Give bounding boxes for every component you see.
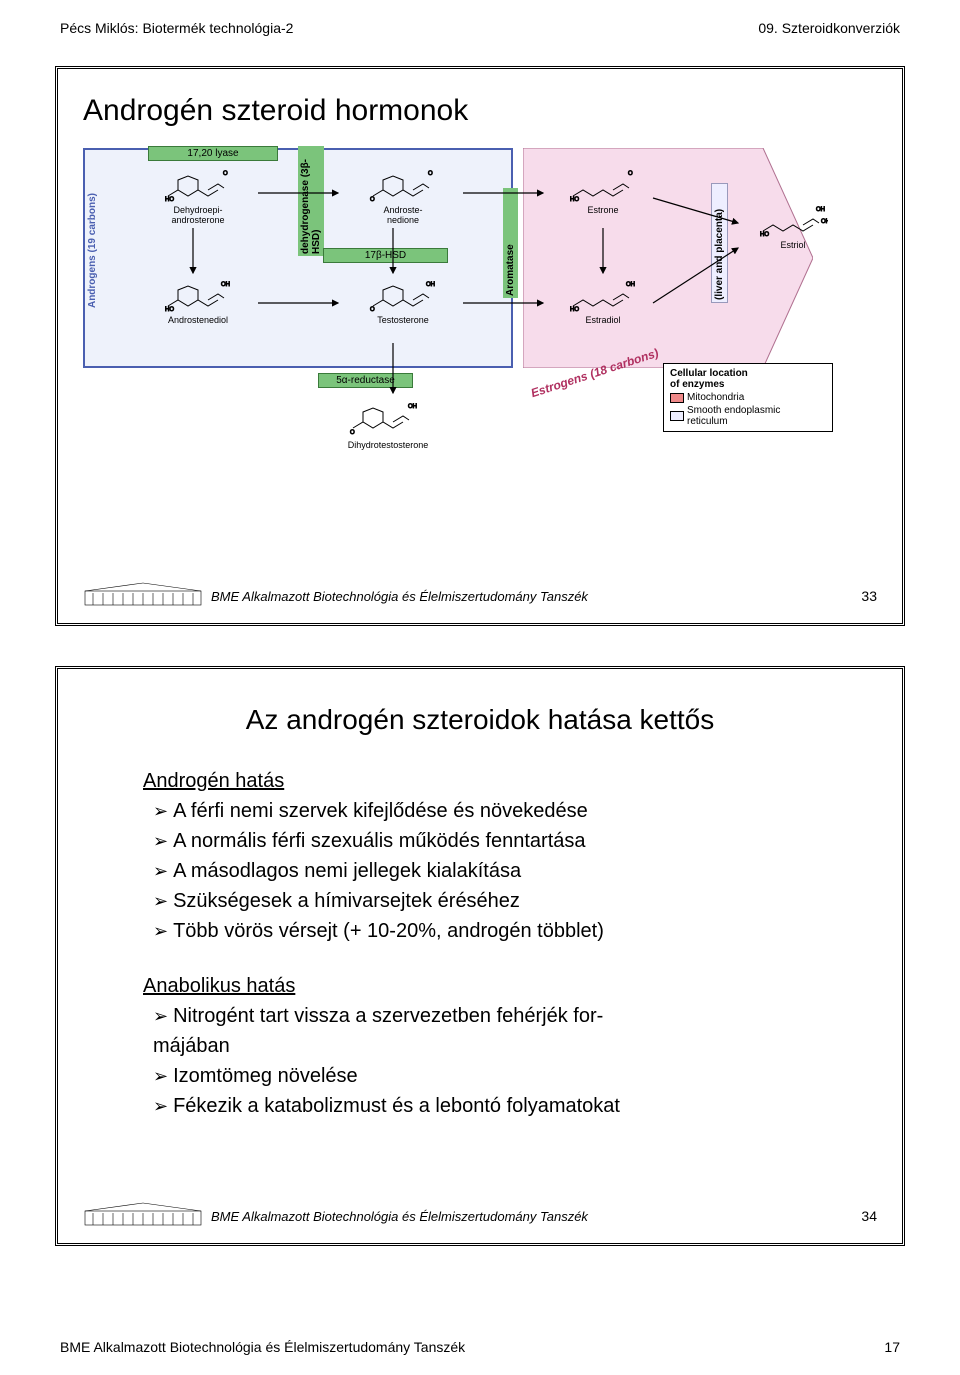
svg-text:HO: HO — [165, 307, 174, 313]
slide1-footer: BME Alkalmazott Biotechnológia és Élelmi… — [83, 581, 877, 611]
svg-text:OH: OH — [626, 282, 635, 288]
header-left: Pécs Miklós: Biotermék technológia-2 — [60, 20, 293, 36]
svg-text:OH: OH — [408, 404, 417, 410]
slide-2: Az androgén szteroidok hatása kettős And… — [55, 666, 905, 1246]
header-right: 09. Szteroidkonverziók — [758, 20, 900, 36]
mol-estrone: HO O Estrone — [553, 168, 653, 215]
enzyme-17-20-lyase: 17,20 lyase — [148, 146, 278, 161]
aromatase-label: Aromatase — [503, 188, 518, 298]
list-item: A normális férfi szexuális működés fennt… — [153, 826, 877, 856]
mol-estradiol-label: Estradiol — [553, 315, 653, 325]
legend-title: Cellular location of enzymes — [670, 368, 826, 390]
androgen-heading: Androgén hatás — [143, 770, 284, 792]
svg-text:O: O — [223, 171, 228, 177]
slide1-number: 33 — [861, 588, 877, 604]
footer-left: BME Alkalmazott Biotechnológia és Élelmi… — [60, 1339, 465, 1355]
svg-text:HO: HO — [165, 197, 174, 203]
mol-androstenediol-label: Androstenediol — [138, 315, 258, 325]
list-item: Szükségesek a hímivarsejtek éréséhez — [153, 886, 877, 916]
slide1-footer-text: BME Alkalmazott Biotechnológia és Élelmi… — [211, 589, 588, 604]
mol-testosterone: O OH Testosterone — [343, 278, 463, 325]
legend-ser: Smooth endoplasmic reticulum — [687, 405, 780, 427]
svg-text:O: O — [350, 430, 355, 436]
mol-dehydroepiandrosterone: HO O Dehydroepi- androsterone — [138, 168, 258, 225]
liver-placenta-label: (liver and placenta) — [711, 183, 728, 303]
mol-androstenedione-label: Androste- nedione — [343, 205, 463, 225]
anabolic-effect-block: Anabolikus hatás Nitrogént tart vissza a… — [143, 971, 877, 1121]
pathway-diagram: Androgens (19 carbons) dehydrogenase (3β… — [83, 148, 877, 478]
list-item: A másodlagos nemi jellegek kialakítása — [153, 856, 877, 886]
page-header: Pécs Miklós: Biotermék technológia-2 09.… — [0, 0, 960, 46]
svg-text:O: O — [370, 197, 375, 203]
svg-text:O: O — [370, 307, 375, 313]
dehydrogenase-label: dehydrogenase (3β-HSD) — [298, 146, 324, 256]
mol-dehydroepi-label: Dehydroepi- androsterone — [138, 205, 258, 225]
mol-testosterone-label: Testosterone — [343, 315, 463, 325]
mol-dihydrotestosterone: O OH Dihydrotestosterone — [308, 398, 468, 450]
androgen-list: A férfi nemi szervek kifejlődése és növe… — [153, 796, 877, 946]
mol-estriol: HO OH OH Estriol — [743, 203, 843, 250]
androgen-effect-block: Androgén hatás A férfi nemi szervek kife… — [143, 766, 877, 946]
enzyme-location-legend: Cellular location of enzymes Mitochondri… — [663, 363, 833, 432]
mol-androstenediol: HO OH Androstenediol — [138, 278, 258, 325]
anabolic-list: Nitrogént tart vissza a szervezetben feh… — [153, 1001, 877, 1121]
anabolic-heading: Anabolikus hatás — [143, 975, 295, 997]
footer-page-number: 17 — [884, 1339, 900, 1355]
page-footer: BME Alkalmazott Biotechnológia és Élelmi… — [60, 1339, 900, 1355]
svg-text:O: O — [628, 171, 633, 177]
enzyme-17b-hsd: 17β-HSD — [323, 248, 448, 263]
slide2-number: 34 — [861, 1208, 877, 1224]
svg-text:HO: HO — [570, 197, 579, 203]
mol-estradiol: HO OH Estradiol — [553, 278, 653, 325]
enzyme-5a-reductase: 5α-reductase — [318, 373, 413, 388]
mol-estrone-label: Estrone — [553, 205, 653, 215]
list-item: Fékezik a katabolizmust és a lebontó fol… — [153, 1091, 877, 1121]
slide2-footer-text: BME Alkalmazott Biotechnológia és Élelmi… — [211, 1209, 588, 1224]
list-item: Izomtömeg növelése — [153, 1061, 877, 1091]
mol-androstenedione: O O Androste- nedione — [343, 168, 463, 225]
list-item: Több vörös vérsejt (+ 10-20%, androgén t… — [153, 916, 877, 946]
svg-text:HO: HO — [760, 232, 769, 238]
svg-text:OH: OH — [426, 282, 435, 288]
mol-estriol-label: Estriol — [743, 240, 843, 250]
svg-text:OH: OH — [816, 207, 825, 213]
svg-text:HO: HO — [570, 307, 579, 313]
mol-dht-label: Dihydrotestosterone — [308, 440, 468, 450]
androgens-axis-label: Androgens (19 carbons) — [87, 193, 98, 308]
svg-text:OH: OH — [221, 282, 230, 288]
list-item: A férfi nemi szervek kifejlődése és növe… — [153, 796, 877, 826]
legend-mito: Mitochondria — [687, 392, 744, 403]
slide2-title: Az androgén szteroidok hatása kettős — [83, 704, 877, 736]
bme-logo-icon — [83, 1201, 203, 1231]
bme-logo-icon — [83, 581, 203, 611]
slide-1: Androgén szteroid hormonok Androgens (19… — [55, 66, 905, 626]
list-item: Nitrogént tart vissza a szervezetben feh… — [153, 1001, 877, 1061]
slide2-footer: BME Alkalmazott Biotechnológia és Élelmi… — [83, 1201, 877, 1231]
svg-text:OH: OH — [821, 219, 828, 225]
slide1-title: Androgén szteroid hormonok — [83, 94, 877, 128]
svg-text:O: O — [428, 171, 433, 177]
